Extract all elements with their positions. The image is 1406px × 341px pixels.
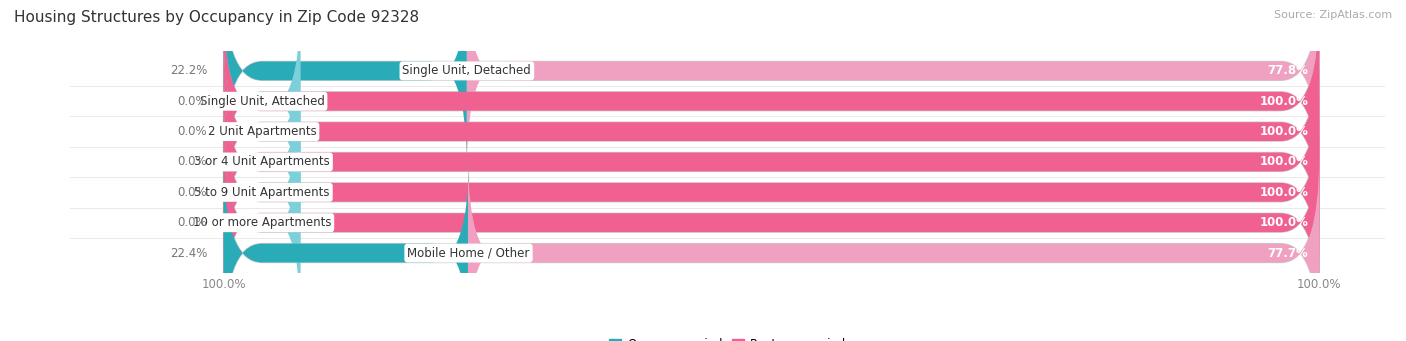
Text: Mobile Home / Other: Mobile Home / Other — [408, 247, 530, 260]
Text: Source: ZipAtlas.com: Source: ZipAtlas.com — [1274, 10, 1392, 20]
FancyBboxPatch shape — [224, 126, 301, 320]
Text: Housing Structures by Occupancy in Zip Code 92328: Housing Structures by Occupancy in Zip C… — [14, 10, 419, 25]
Text: 0.0%: 0.0% — [177, 125, 207, 138]
FancyBboxPatch shape — [467, 0, 1319, 168]
FancyBboxPatch shape — [224, 4, 1319, 198]
Text: 0.0%: 0.0% — [177, 216, 207, 229]
Text: 100.0%: 100.0% — [1260, 186, 1308, 199]
Text: 100.0%: 100.0% — [1260, 95, 1308, 108]
Text: 100.0%: 100.0% — [1260, 125, 1308, 138]
Text: 5 to 9 Unit Apartments: 5 to 9 Unit Apartments — [194, 186, 330, 199]
FancyBboxPatch shape — [224, 95, 1319, 289]
Text: 10 or more Apartments: 10 or more Apartments — [193, 216, 332, 229]
Text: 22.2%: 22.2% — [170, 64, 207, 77]
FancyBboxPatch shape — [224, 4, 1319, 198]
Text: 3 or 4 Unit Apartments: 3 or 4 Unit Apartments — [194, 155, 330, 168]
FancyBboxPatch shape — [224, 95, 1319, 289]
FancyBboxPatch shape — [224, 126, 1319, 320]
FancyBboxPatch shape — [224, 35, 1319, 228]
FancyBboxPatch shape — [224, 65, 1319, 259]
FancyBboxPatch shape — [224, 35, 301, 228]
Text: 22.4%: 22.4% — [170, 247, 207, 260]
Text: 77.8%: 77.8% — [1267, 64, 1308, 77]
FancyBboxPatch shape — [224, 4, 301, 198]
Text: 0.0%: 0.0% — [177, 95, 207, 108]
FancyBboxPatch shape — [224, 0, 1319, 168]
FancyBboxPatch shape — [224, 156, 470, 341]
FancyBboxPatch shape — [224, 126, 1319, 320]
Legend: Owner-occupied, Renter-occupied: Owner-occupied, Renter-occupied — [609, 338, 846, 341]
Text: 77.7%: 77.7% — [1267, 247, 1308, 260]
FancyBboxPatch shape — [468, 156, 1319, 341]
Text: Single Unit, Attached: Single Unit, Attached — [200, 95, 325, 108]
FancyBboxPatch shape — [224, 156, 1319, 341]
FancyBboxPatch shape — [224, 65, 301, 259]
Text: 0.0%: 0.0% — [177, 155, 207, 168]
Text: 0.0%: 0.0% — [177, 186, 207, 199]
Text: 100.0%: 100.0% — [1260, 155, 1308, 168]
FancyBboxPatch shape — [224, 65, 1319, 259]
FancyBboxPatch shape — [224, 95, 301, 289]
Text: 100.0%: 100.0% — [1260, 216, 1308, 229]
FancyBboxPatch shape — [224, 35, 1319, 228]
Text: 2 Unit Apartments: 2 Unit Apartments — [208, 125, 316, 138]
FancyBboxPatch shape — [224, 0, 467, 168]
Text: Single Unit, Detached: Single Unit, Detached — [402, 64, 531, 77]
